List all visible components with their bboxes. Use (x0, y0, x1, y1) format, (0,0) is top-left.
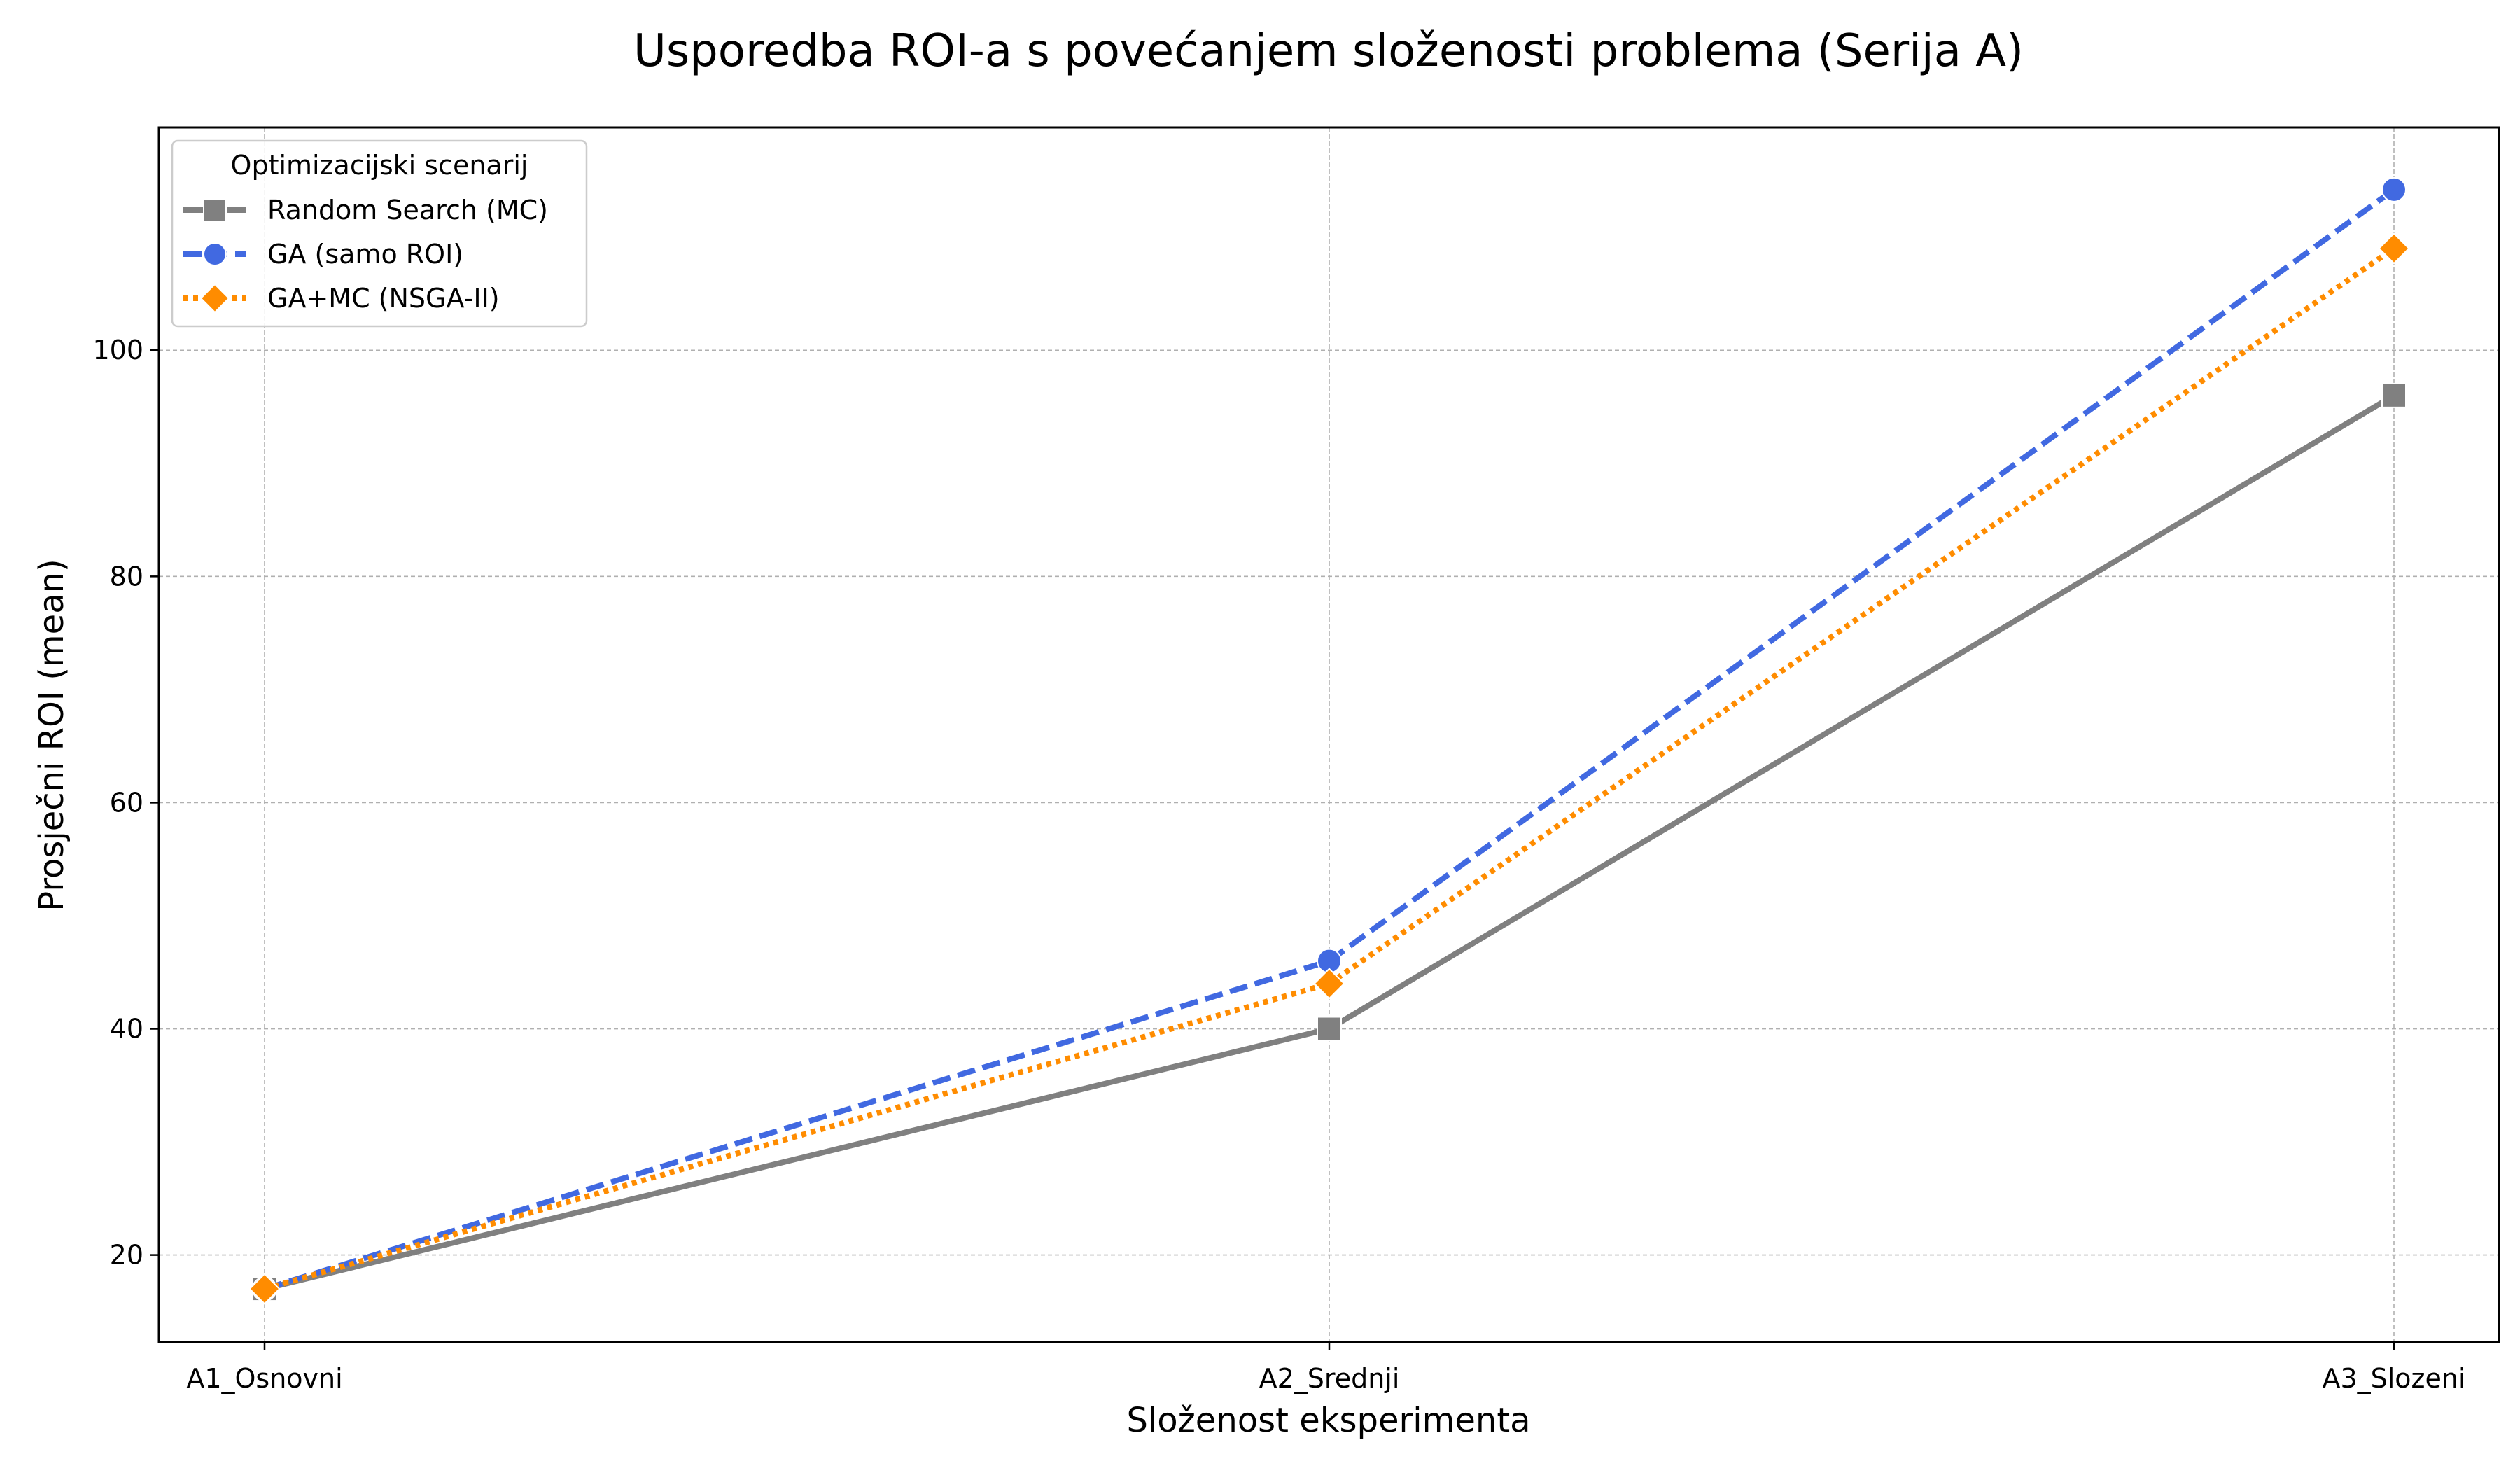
legend-marker-1 (203, 198, 227, 222)
x-axis-label: Složenost eksperimenta (1126, 1401, 1530, 1440)
legend-title: Optimizacijski scenarij (231, 150, 528, 181)
data-point-series-3 (248, 1273, 281, 1305)
x-tick-label: A3_Slozeni (2322, 1363, 2465, 1394)
legend-label-1: Random Search (MC) (267, 195, 548, 225)
y-tick-label: 60 (110, 787, 144, 818)
data-point-series-2 (2381, 176, 2407, 202)
y-tick-label: 40 (110, 1014, 144, 1045)
series-layer (248, 176, 2410, 1305)
y-tick-label: 80 (110, 561, 144, 592)
legend-label-3: GA+MC (NSGA-II) (267, 283, 500, 314)
legend: Optimizacijski scenarij Random Search (M… (171, 139, 588, 328)
legend-marker-3 (200, 283, 230, 314)
chart-title: Usporedba ROI-a s povećanjem složenosti … (634, 25, 2024, 77)
x-tick-label: A2_Srednji (1259, 1363, 1400, 1394)
data-point-series-1 (1317, 1016, 1342, 1042)
legend-box (171, 139, 588, 328)
legend-label-2: GA (samo ROI) (267, 239, 463, 270)
y-tick-label: 20 (110, 1240, 144, 1271)
y-tick-label: 100 (92, 335, 144, 365)
x-tick-label: A1_Osnovni (186, 1363, 342, 1394)
data-point-series-3 (1313, 968, 1345, 1000)
data-point-series-3 (2378, 232, 2410, 265)
data-point-series-1 (2381, 382, 2407, 408)
ticks-layer: A1_Osnovni A2_Srednji A3_Slozeni 20 40 60 80 10… (92, 335, 2465, 1394)
y-axis-label: Prosječni ROI (mean) (32, 559, 71, 912)
legend-marker-2 (203, 242, 227, 266)
